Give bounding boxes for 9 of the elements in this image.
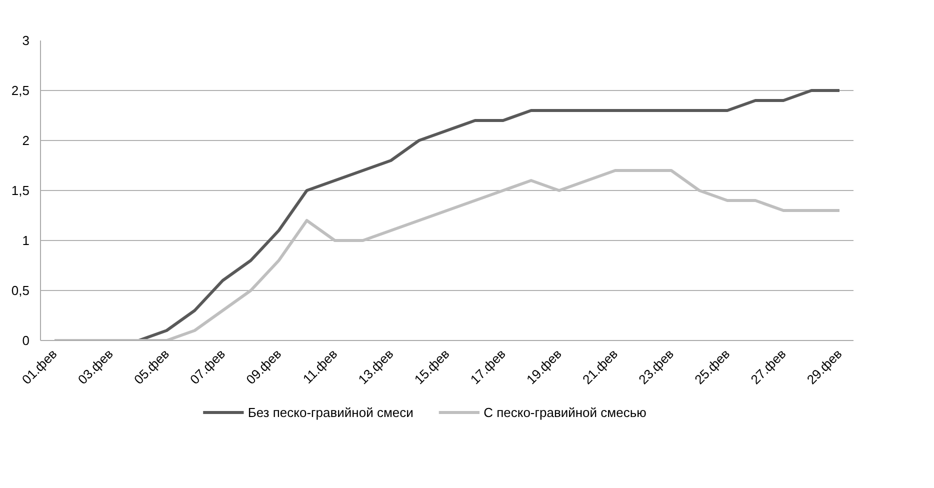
y-tick-label: 0,5 (11, 283, 30, 298)
y-tick-label: 0 (22, 333, 30, 348)
y-tick-label: 2 (22, 133, 30, 148)
legend-label: С песко-гравийной смесью (484, 405, 647, 420)
y-tick-label: 3 (22, 33, 30, 48)
y-tick-label: 1 (22, 233, 30, 248)
legend-label: Без песко-гравийной смеси (248, 405, 414, 420)
y-tick-label: 1,5 (11, 183, 30, 198)
y-tick-label: 2,5 (11, 83, 30, 98)
